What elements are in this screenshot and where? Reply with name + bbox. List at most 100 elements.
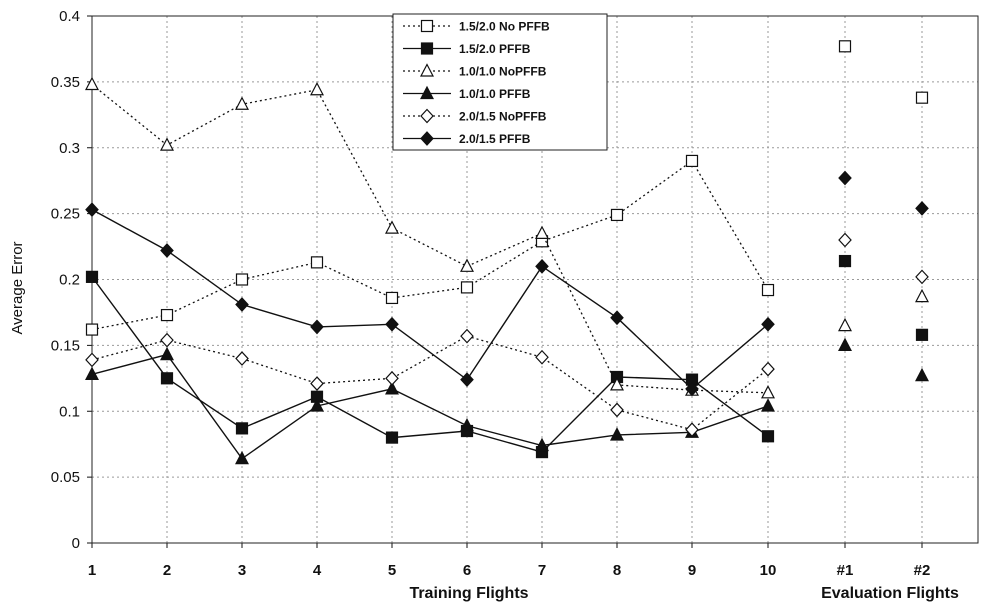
data-point (85, 366, 99, 380)
y-tick-label: 0.15 (51, 337, 80, 354)
series-4 (85, 337, 929, 465)
series-line (91, 159, 769, 331)
data-point (535, 258, 549, 274)
x-tick-label: 1 (88, 562, 96, 579)
series-line (91, 276, 769, 453)
x-tick-label: #1 (837, 562, 854, 579)
data-point (460, 281, 474, 294)
legend-box (392, 13, 608, 151)
legend-marker (420, 42, 434, 55)
y-axis-title: Average Error (9, 241, 26, 334)
series-2 (85, 254, 929, 459)
data-point (535, 225, 549, 239)
data-point (160, 308, 174, 322)
data-point (915, 367, 929, 382)
data-point (610, 427, 624, 441)
series-line (91, 209, 769, 390)
data-point (915, 200, 929, 216)
data-point (535, 437, 549, 452)
legend-label: 2.0/1.5 PFFB (459, 132, 531, 146)
data-point (761, 316, 775, 332)
y-tick-label: 0.05 (51, 469, 80, 486)
series-line (91, 353, 769, 460)
data-point (235, 96, 249, 110)
data-point (385, 291, 399, 305)
y-tick-label: 0.1 (59, 403, 80, 420)
data-point (160, 346, 174, 361)
data-point (385, 381, 399, 395)
y-tick-label: 0 (72, 535, 80, 552)
data-point (460, 258, 474, 272)
legend-marker (420, 63, 434, 77)
legend-label: 1.0/1.0 NoPFFB (459, 65, 547, 79)
x-tick-label: 5 (388, 562, 396, 579)
x-tick-label: 10 (760, 562, 777, 579)
data-point (85, 76, 99, 91)
data-point (160, 137, 174, 151)
data-point (838, 170, 852, 186)
data-point (310, 319, 324, 335)
data-point (85, 323, 99, 336)
data-point (838, 337, 852, 351)
data-point (761, 398, 775, 412)
data-point (385, 431, 399, 444)
series-line (91, 335, 769, 431)
data-point (761, 361, 775, 377)
data-point (838, 232, 852, 248)
legend-label: 1.0/1.0 PFFB (459, 87, 531, 101)
data-point (610, 310, 624, 326)
data-point (160, 372, 174, 385)
series-1 (85, 40, 929, 336)
data-point (385, 316, 399, 332)
x-tick-labels: 1 2 3 4 5 6 7 8 9 10 #1 #2 (88, 562, 931, 579)
data-point (85, 270, 99, 283)
data-point (535, 349, 549, 365)
y-tick-label: 0.3 (59, 140, 80, 157)
data-point (235, 351, 249, 366)
x-tick-label: #2 (914, 562, 931, 579)
data-point (310, 398, 324, 412)
x-tick-label: 3 (238, 562, 246, 579)
series-6 (85, 170, 929, 397)
data-point (610, 402, 624, 418)
legend-label: 1.5/2.0 No PFFB (459, 20, 550, 34)
x-tick-label: 2 (163, 562, 171, 579)
legend-label: 2.0/1.5 NoPFFB (459, 110, 547, 124)
data-point (915, 91, 929, 104)
series-3 (85, 76, 929, 399)
x-tick-label: 4 (313, 562, 322, 579)
data-point (85, 202, 99, 218)
legend-marker (420, 131, 434, 146)
y-tick-label: 0.2 (59, 272, 80, 289)
x-tick-label: 6 (463, 562, 471, 579)
data-point (838, 317, 852, 332)
data-point (460, 372, 474, 388)
y-tick-label: 0.35 (51, 74, 80, 91)
legend-marker (420, 108, 434, 124)
data-point (838, 40, 852, 53)
legend: 1.5/2.0 No PFFB 1.5/2.0 PFFB 1.0/1.0 NoPFF… (392, 13, 608, 151)
data-point (838, 254, 852, 268)
data-point (915, 269, 929, 285)
y-tick-label: 0.25 (51, 206, 80, 223)
data-point (915, 288, 929, 303)
x-axis-title: Training Flights (409, 585, 528, 602)
data-point (761, 283, 775, 297)
x-tick-label: 8 (613, 562, 621, 579)
data-point (310, 81, 324, 96)
data-point (685, 422, 699, 438)
data-point (385, 370, 399, 386)
data-point (385, 220, 399, 234)
y-tick-label: 0.4 (59, 8, 80, 25)
data-point (85, 352, 99, 368)
legend-label: 1.5/2.0 PFFB (459, 42, 531, 56)
data-point (685, 154, 699, 168)
legend-marker (420, 19, 434, 33)
data-point (235, 273, 249, 286)
data-point (235, 422, 249, 435)
series-group (85, 40, 929, 465)
x-axis-title-evaluation: Evaluation Flights (821, 585, 959, 602)
data-point (460, 328, 474, 344)
x-tick-label: 7 (538, 562, 546, 579)
